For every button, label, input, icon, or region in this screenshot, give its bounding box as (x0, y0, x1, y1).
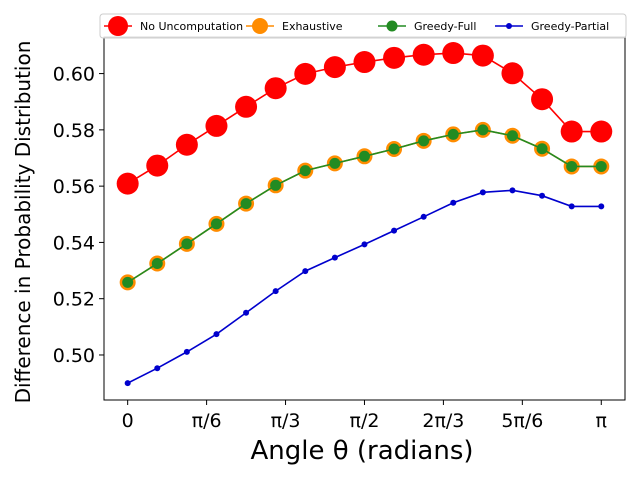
y-tick-label: 0.54 (53, 232, 95, 254)
series-1 (116, 42, 613, 195)
data-point (210, 218, 222, 230)
data-point (471, 44, 494, 67)
data-point (294, 62, 317, 85)
data-point (447, 128, 459, 140)
data-point (272, 288, 279, 295)
series-3 (122, 124, 607, 288)
data-point (264, 77, 287, 100)
data-point (353, 51, 376, 74)
data-point (358, 150, 370, 162)
data-point (154, 365, 161, 372)
legend-marker (506, 23, 512, 29)
data-point (361, 241, 368, 248)
data-point (531, 88, 554, 111)
data-point (331, 254, 338, 261)
y-tick-label: 0.50 (53, 345, 95, 367)
data-point (598, 203, 605, 210)
data-point (302, 268, 309, 275)
legend-entry: No Uncomputation (104, 16, 243, 36)
legend-label: Greedy-Full (414, 20, 476, 33)
data-point (418, 135, 430, 147)
legend: No Uncomputation Exhaustive Greedy-Full Gre… (99, 13, 627, 39)
series-layer (116, 42, 613, 387)
data-point (509, 187, 516, 194)
y-tick-label: 0.56 (53, 176, 95, 198)
data-point (243, 309, 250, 316)
data-point (299, 165, 311, 177)
data-point (566, 160, 578, 172)
y-axis-label: Difference in Probability Distribution (11, 41, 35, 404)
data-point (181, 238, 193, 250)
x-tick-label: π (596, 410, 607, 432)
legend-entry: Greedy-Partial (495, 20, 609, 33)
data-point (590, 120, 613, 143)
x-tick-label: π/6 (192, 410, 222, 432)
data-point (477, 124, 489, 136)
legend-marker (108, 16, 128, 36)
data-point (146, 154, 169, 177)
data-point (539, 192, 546, 199)
x-axis-ticks: 0 π/6 π/3 π/2 2π/3 5π/6 π (122, 400, 607, 432)
legend-entry: Exhaustive (246, 18, 343, 34)
data-point (213, 331, 220, 338)
data-point (450, 199, 457, 206)
data-point (183, 348, 190, 355)
legend-frame (99, 13, 627, 39)
data-point (323, 56, 346, 79)
series-line (127, 189, 602, 384)
data-point (568, 203, 575, 210)
x-tick-label: 0 (122, 410, 134, 432)
data-point (479, 189, 486, 196)
data-point (175, 133, 198, 156)
data-point (595, 160, 607, 172)
x-tick-label: π/2 (350, 410, 380, 432)
data-point (391, 227, 398, 234)
data-point (329, 157, 341, 169)
data-point (560, 120, 583, 143)
data-point (412, 43, 435, 66)
series-4 (124, 187, 605, 387)
y-tick-label: 0.58 (53, 120, 95, 142)
y-tick-label: 0.52 (53, 289, 95, 311)
x-tick-label: 5π/6 (501, 410, 543, 432)
data-point (442, 42, 465, 65)
data-point (506, 130, 518, 142)
legend-marker (252, 18, 268, 34)
x-axis-label: Angle θ (radians) (250, 436, 473, 466)
data-point (124, 380, 131, 387)
data-point (240, 198, 252, 210)
data-point (235, 95, 258, 118)
legend-marker (386, 20, 398, 32)
data-point (388, 143, 400, 155)
y-tick-label: 0.60 (53, 64, 95, 86)
legend-label: Exhaustive (282, 20, 343, 33)
data-point (270, 179, 282, 191)
data-point (420, 213, 427, 220)
legend-entry: Greedy-Full (378, 20, 476, 33)
data-point (116, 172, 139, 195)
data-point (205, 114, 228, 137)
data-point (501, 62, 524, 85)
y-axis-ticks: 0.50 0.52 0.54 0.56 0.58 0.60 (53, 64, 104, 367)
data-point (122, 276, 134, 288)
x-tick-label: π/3 (271, 410, 301, 432)
x-tick-label: 2π/3 (422, 410, 464, 432)
data-point (383, 46, 406, 69)
legend-label: No Uncomputation (140, 20, 243, 33)
data-point (536, 143, 548, 155)
legend-label: Greedy-Partial (531, 20, 609, 33)
data-point (151, 258, 163, 270)
